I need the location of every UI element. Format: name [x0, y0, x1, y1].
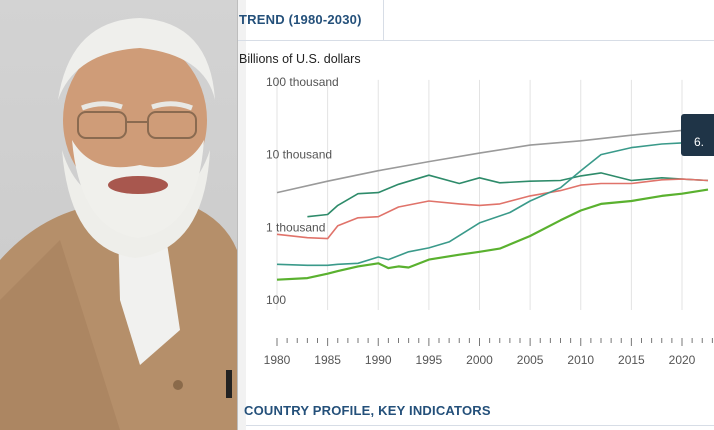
portrait-illustration [0, 18, 237, 430]
series-line [276, 188, 709, 281]
x-tick-label: 2010 [567, 353, 594, 367]
series-line [307, 172, 709, 218]
country-profile-title: COUNTRY PROFILE, KEY INDICATORS [244, 403, 491, 418]
tooltip [681, 114, 714, 156]
x-tick-label: 1980 [264, 353, 291, 367]
x-tick-label: 2005 [517, 353, 544, 367]
x-tick-label: 2020 [669, 353, 696, 367]
tooltip-value: 6. [694, 135, 705, 149]
y-axis-label: Billions of U.S. dollars [239, 52, 361, 66]
y-tick-label: 100 thousand [266, 75, 339, 89]
image-divider [237, 0, 247, 430]
trend-title: TREND (1980-2030) [239, 12, 362, 27]
series-line [276, 128, 709, 194]
section-divider [246, 425, 714, 426]
y-tick-label: 10 thousand [266, 148, 332, 162]
x-tick-label: 2015 [618, 353, 645, 367]
trend-header: TREND (1980-2030) [238, 0, 714, 41]
x-tick-label: 1990 [365, 353, 392, 367]
trend-chart: 100 thousand 10 thousand 1 thousand 100 1980… [264, 75, 713, 367]
portrait-photo [0, 0, 237, 430]
y-tick-label: 100 [266, 293, 286, 307]
header-divider [383, 0, 384, 40]
series-line [276, 178, 709, 240]
x-tick-label: 2000 [466, 353, 493, 367]
x-tick-label: 1995 [416, 353, 443, 367]
series-line [276, 141, 709, 267]
y-tick-label: 1 thousand [266, 220, 325, 234]
x-tick-label: 1985 [314, 353, 341, 367]
